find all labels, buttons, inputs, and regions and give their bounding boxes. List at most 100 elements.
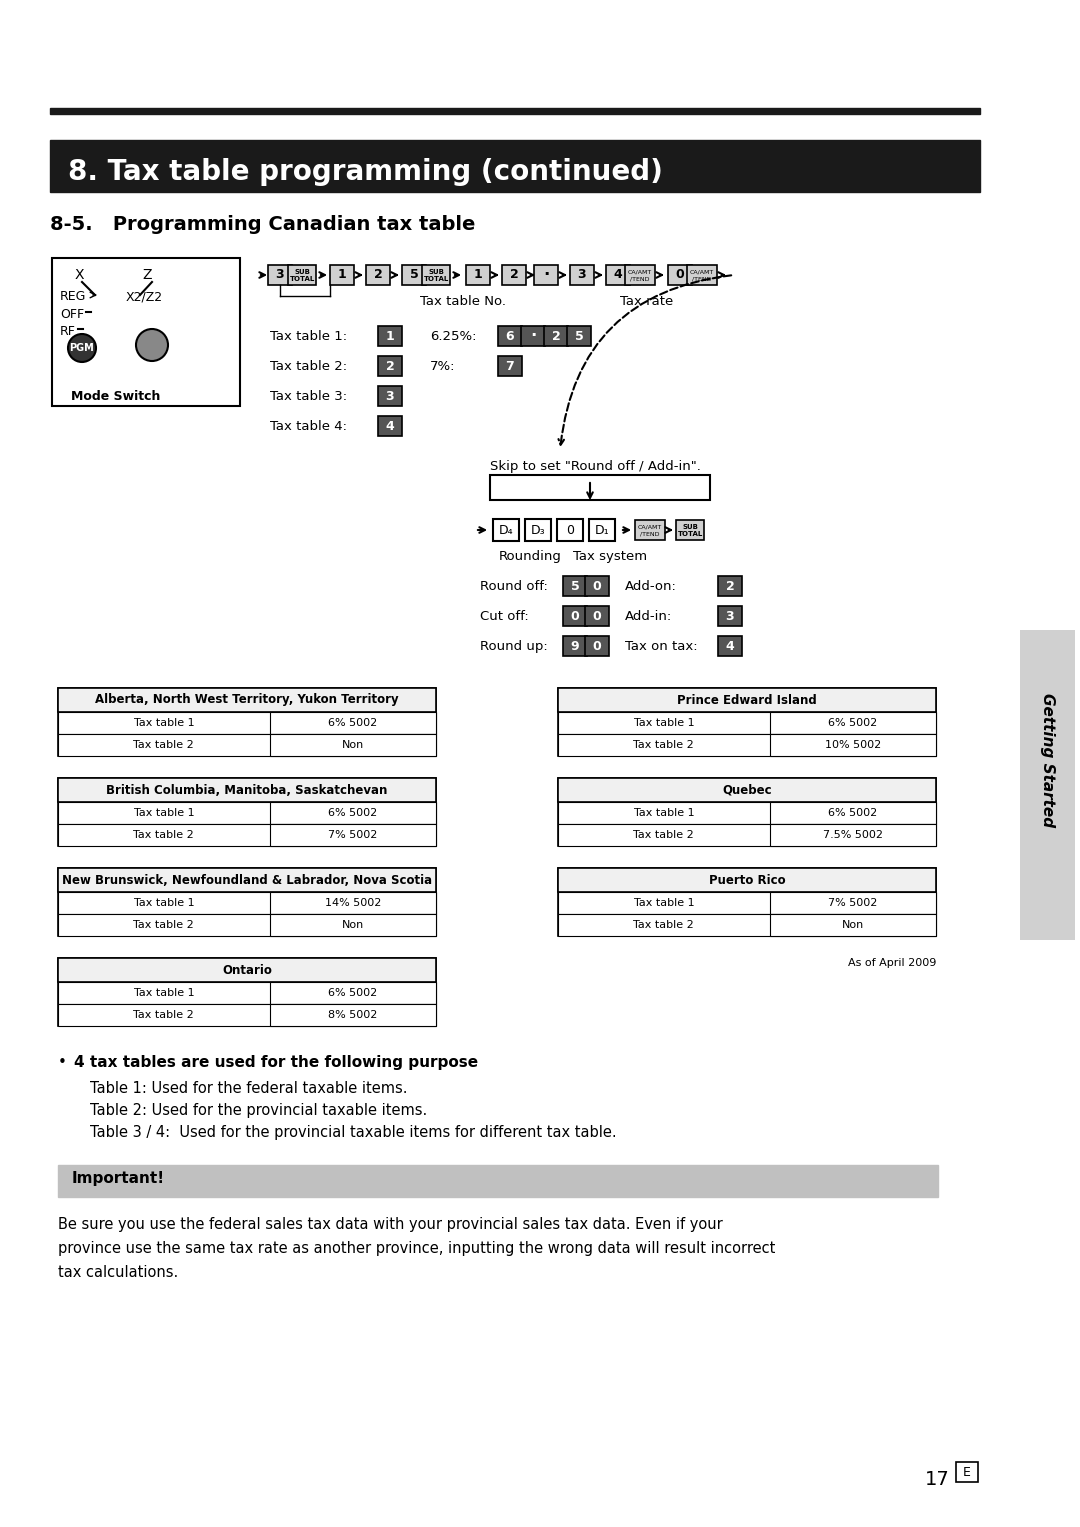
Bar (270, 1003, 436, 1026)
Bar (557, 519, 583, 541)
Bar (606, 266, 630, 286)
Text: Tax table 2: Tax table 2 (134, 1009, 194, 1020)
Text: 3: 3 (386, 389, 394, 403)
Text: 6: 6 (505, 330, 514, 342)
Text: Non: Non (341, 741, 364, 750)
Bar (625, 266, 654, 286)
Bar (422, 266, 450, 286)
Text: /TEND: /TEND (640, 531, 660, 536)
Text: 2: 2 (510, 269, 518, 281)
Bar (570, 266, 594, 286)
Bar (270, 892, 436, 915)
Text: 1: 1 (474, 269, 483, 281)
Text: Tax table No.: Tax table No. (420, 295, 507, 308)
Text: 8% 5002: 8% 5002 (328, 1009, 378, 1020)
Bar (270, 734, 436, 756)
Bar (567, 325, 591, 347)
Bar (635, 521, 665, 541)
Text: 2: 2 (374, 269, 382, 281)
Text: Tax table 1:: Tax table 1: (270, 330, 347, 344)
Bar (268, 266, 292, 286)
Text: British Columbia, Manitoba, Saskatchevan: British Columbia, Manitoba, Saskatchevan (106, 783, 388, 797)
Bar (52, 258, 240, 406)
Bar (270, 802, 436, 825)
Bar (58, 915, 436, 936)
Text: Table 3 / 4:  Used for the provincial taxable items for different tax table.: Table 3 / 4: Used for the provincial tax… (90, 1125, 617, 1141)
Text: 0: 0 (593, 609, 602, 623)
Text: 5: 5 (409, 269, 418, 281)
Text: /TEND: /TEND (631, 276, 650, 281)
Text: Mode Switch: Mode Switch (71, 389, 161, 403)
Text: Skip to set "Round off / Add-in".: Skip to set "Round off / Add-in". (490, 460, 701, 473)
Text: Tax table 2: Tax table 2 (134, 831, 194, 840)
Bar (558, 825, 936, 846)
Text: 4: 4 (386, 420, 394, 432)
Bar (58, 867, 436, 892)
Text: 0: 0 (676, 269, 685, 281)
Bar (270, 915, 436, 936)
Bar (558, 892, 936, 915)
Text: 3: 3 (578, 269, 586, 281)
Text: PGM: PGM (69, 344, 94, 353)
Bar (58, 1165, 939, 1197)
Text: Getting Started: Getting Started (1040, 693, 1055, 828)
Bar (558, 867, 936, 936)
Text: Tax table 1: Tax table 1 (134, 808, 194, 818)
Bar (718, 606, 742, 626)
Text: •: • (58, 1055, 77, 1070)
Text: X: X (75, 269, 84, 282)
Text: Rounding: Rounding (499, 550, 562, 563)
Bar (366, 266, 390, 286)
Text: Non: Non (841, 919, 864, 930)
Text: ·: · (530, 327, 536, 345)
Text: CA/AMT: CA/AMT (627, 269, 652, 275)
Bar (534, 266, 558, 286)
Text: SUB: SUB (428, 269, 444, 275)
Bar (669, 266, 692, 286)
Text: D₃: D₃ (530, 524, 545, 536)
Text: Tax table 1: Tax table 1 (134, 718, 194, 728)
Bar (718, 637, 742, 657)
Text: province use the same tax rate as another province, inputting the wrong data wil: province use the same tax rate as anothe… (58, 1241, 775, 1257)
Bar (525, 519, 551, 541)
Bar (378, 386, 402, 406)
Bar (58, 892, 436, 915)
Text: E: E (963, 1466, 971, 1478)
Text: Tax table 2: Tax table 2 (634, 919, 694, 930)
Text: D₄: D₄ (499, 524, 513, 536)
Bar (770, 892, 936, 915)
Text: Tax table 4:: Tax table 4: (270, 420, 347, 434)
Text: 0: 0 (593, 640, 602, 652)
Bar (589, 519, 615, 541)
Text: Puerto Rico: Puerto Rico (708, 873, 785, 887)
Bar (498, 356, 522, 376)
Text: Tax on tax:: Tax on tax: (625, 640, 698, 654)
Text: TOTAL: TOTAL (677, 531, 703, 538)
Text: Prince Edward Island: Prince Edward Island (677, 693, 816, 707)
Text: 14% 5002: 14% 5002 (325, 898, 381, 909)
Bar (558, 802, 936, 825)
Text: 3: 3 (275, 269, 284, 281)
Text: Tax rate: Tax rate (620, 295, 673, 308)
Bar (58, 802, 436, 825)
Text: TOTAL: TOTAL (289, 276, 314, 282)
Bar (58, 1003, 436, 1026)
Text: 10% 5002: 10% 5002 (825, 741, 881, 750)
Text: 5: 5 (570, 580, 579, 592)
Text: As of April 2009: As of April 2009 (848, 957, 936, 968)
Text: /TEND: /TEND (692, 276, 712, 281)
Text: 7% 5002: 7% 5002 (328, 831, 378, 840)
Bar (563, 606, 588, 626)
Bar (558, 689, 936, 712)
Text: Be sure you use the federal sales tax data with your provincial sales tax data. : Be sure you use the federal sales tax da… (58, 1217, 723, 1232)
Bar (558, 712, 936, 734)
Text: Cut off:: Cut off: (480, 609, 529, 623)
Text: CA/AMT: CA/AMT (638, 524, 662, 530)
Bar (770, 825, 936, 846)
Bar (563, 637, 588, 657)
Text: Tax table 1: Tax table 1 (634, 718, 694, 728)
Bar (58, 982, 436, 1003)
Text: 3: 3 (726, 609, 734, 623)
Text: New Brunswick, Newfoundland & Labrador, Nova Scotia: New Brunswick, Newfoundland & Labrador, … (62, 873, 432, 887)
Text: Tax table 1: Tax table 1 (634, 898, 694, 909)
